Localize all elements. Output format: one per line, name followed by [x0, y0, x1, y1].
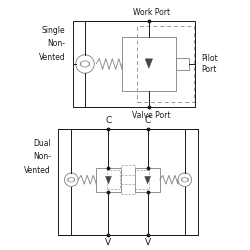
Text: Vented: Vented — [39, 53, 66, 62]
Text: Single: Single — [42, 26, 66, 35]
Text: V: V — [106, 238, 112, 247]
Bar — [58, 129, 198, 235]
Bar — [122, 37, 176, 91]
Bar — [176, 58, 189, 70]
Text: Pilot
Port: Pilot Port — [202, 54, 218, 74]
Text: Non-: Non- — [48, 40, 66, 48]
Bar — [96, 168, 121, 192]
Polygon shape — [106, 176, 112, 184]
Bar — [106, 170, 120, 190]
Text: C: C — [144, 116, 151, 125]
Text: Non-: Non- — [33, 152, 51, 162]
Bar — [121, 165, 136, 194]
Polygon shape — [145, 59, 152, 68]
Bar — [136, 168, 160, 192]
Bar — [136, 170, 149, 190]
Text: Valve Port: Valve Port — [132, 111, 170, 120]
Text: Vented: Vented — [24, 166, 51, 175]
Text: Work Port: Work Port — [133, 8, 170, 17]
Bar — [73, 21, 196, 107]
Bar — [136, 26, 194, 102]
Text: Dual: Dual — [33, 139, 51, 148]
Text: V: V — [144, 238, 151, 247]
Text: C: C — [105, 116, 112, 125]
Polygon shape — [145, 176, 150, 184]
